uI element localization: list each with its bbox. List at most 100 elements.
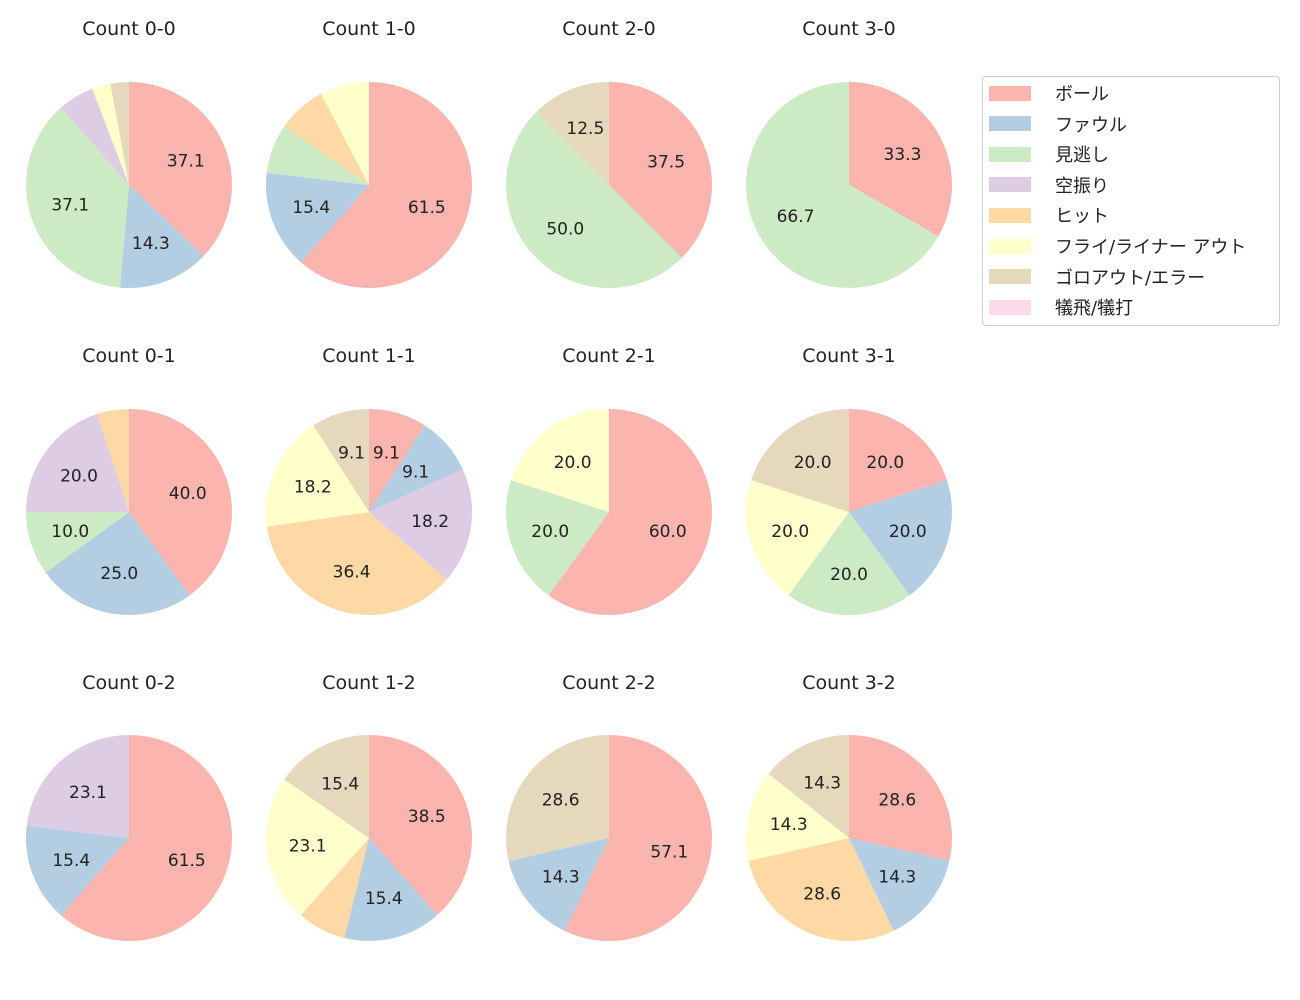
slice-label: 10.0 bbox=[51, 522, 89, 542]
slice-1 bbox=[25, 825, 129, 916]
slice-1 bbox=[119, 185, 204, 289]
slice-label: 14.3 bbox=[878, 868, 916, 888]
legend-item: 空振り bbox=[989, 173, 1109, 197]
slice-6 bbox=[313, 409, 369, 512]
slice-4 bbox=[748, 838, 894, 941]
slice-label: 37.5 bbox=[647, 152, 685, 172]
pie-title: Count 3-2 bbox=[802, 672, 896, 694]
pie-title: Count 1-0 bbox=[322, 18, 416, 40]
slice-0 bbox=[564, 735, 712, 942]
slice-label: 14.3 bbox=[803, 773, 841, 793]
slice-label: 28.6 bbox=[803, 885, 841, 905]
slice-4 bbox=[97, 409, 129, 512]
slice-label: 38.5 bbox=[408, 807, 446, 827]
legend-item: ボール bbox=[989, 81, 1109, 105]
pie-title: Count 1-1 bbox=[322, 345, 416, 367]
slice-0 bbox=[609, 82, 712, 258]
slice-2 bbox=[788, 512, 910, 615]
slice-6 bbox=[505, 735, 609, 862]
pie-title: Count 3-1 bbox=[802, 345, 896, 367]
slice-label: 61.5 bbox=[408, 198, 446, 218]
slice-label: 20.0 bbox=[771, 522, 809, 542]
pie-count-0-2: Count 0-2 61.5 15.4 23.1 bbox=[25, 672, 233, 941]
slice-label: 66.7 bbox=[777, 207, 815, 227]
slice-4 bbox=[300, 838, 369, 939]
pie-title: Count 0-0 bbox=[82, 18, 176, 40]
pie-count-1-1: Count 1-19.19.118.236.418.29.1 bbox=[266, 345, 473, 616]
slice-3 bbox=[26, 414, 129, 512]
slice-5 bbox=[321, 82, 369, 185]
slice-5 bbox=[511, 409, 609, 512]
slice-1 bbox=[508, 838, 609, 931]
slice-label: 20.0 bbox=[531, 522, 569, 542]
slice-label: 20.0 bbox=[889, 522, 927, 542]
legend-label: 空振り bbox=[1055, 175, 1109, 197]
slice-label: 15.4 bbox=[321, 774, 359, 794]
pie-title: Count 3-0 bbox=[802, 18, 896, 40]
legend-label: ボール bbox=[1055, 84, 1109, 105]
slice-6 bbox=[284, 735, 369, 838]
legend-label: 見逃し bbox=[1055, 145, 1109, 167]
legend-item: ヒット bbox=[989, 203, 1109, 227]
slice-label: 14.3 bbox=[770, 815, 808, 835]
legend-swatch bbox=[989, 85, 1031, 101]
slice-label: 37.1 bbox=[167, 152, 205, 172]
slice-1 bbox=[45, 512, 190, 615]
pie-title: Count 0-2 bbox=[82, 672, 176, 694]
legend-item: ゴロアウト/エラー bbox=[989, 265, 1205, 289]
pie-count-3-2: Count 3-2 28.6 14.3 28.6 14.3 14.3 bbox=[746, 672, 952, 941]
slice-0 bbox=[369, 735, 473, 916]
pie-title: Count 2-1 bbox=[562, 345, 656, 367]
slice-label: 20.0 bbox=[830, 565, 868, 585]
pie-count-3-0: Count 3-0 33.3 66.7 bbox=[745, 18, 953, 288]
slice-1 bbox=[369, 425, 463, 512]
slice-label: 60.0 bbox=[649, 522, 687, 542]
slice-label: 61.5 bbox=[168, 851, 206, 871]
slice-5 bbox=[266, 425, 369, 527]
slice-2 bbox=[745, 82, 939, 288]
slice-0 bbox=[60, 735, 233, 941]
slice-label: 33.3 bbox=[884, 145, 922, 165]
legend-item: 犠飛/犠打 bbox=[989, 295, 1133, 319]
slice-5 bbox=[266, 779, 369, 916]
legend-swatch bbox=[989, 116, 1031, 132]
slice-label: 20.0 bbox=[866, 453, 904, 473]
pie-count-0-0: Count 0-0 37.1 14.3 37.1 bbox=[25, 18, 232, 289]
slice-label: 15.4 bbox=[292, 198, 330, 218]
slice-1 bbox=[265, 172, 369, 263]
legend-label: フライ/ライナー アウト bbox=[1055, 237, 1247, 258]
slice-6 bbox=[768, 735, 849, 838]
slice-label: 14.3 bbox=[542, 868, 580, 888]
slice-label: 50.0 bbox=[546, 220, 584, 240]
legend-swatch bbox=[989, 299, 1031, 315]
slice-2 bbox=[25, 107, 130, 288]
slice-label: 9.1 bbox=[373, 444, 400, 464]
slice-5 bbox=[746, 773, 849, 861]
legend-swatch bbox=[989, 269, 1031, 285]
slice-4 bbox=[284, 93, 369, 185]
slice-0 bbox=[300, 82, 472, 288]
pie-title: Count 0-1 bbox=[82, 345, 176, 367]
slice-2 bbox=[506, 112, 682, 288]
slice-1 bbox=[344, 838, 438, 941]
slice-3 bbox=[60, 88, 130, 185]
slice-label: 15.4 bbox=[52, 851, 90, 871]
legend-item: 見逃し bbox=[989, 142, 1109, 166]
pie-count-0-1: Count 0-1 40.0 25.0 10.0 20.0 bbox=[26, 345, 232, 615]
slice-label: 28.6 bbox=[878, 790, 916, 810]
slice-label: 9.1 bbox=[402, 463, 429, 483]
slice-label: 14.3 bbox=[132, 234, 170, 254]
legend-label: ファウル bbox=[1055, 114, 1127, 136]
slice-0 bbox=[849, 735, 952, 861]
slice-label: 23.1 bbox=[289, 836, 327, 856]
legend-item: ファウル bbox=[989, 112, 1127, 136]
legend: ボールファウル見逃し空振りヒットフライ/ライナー アウトゴロアウト/エラー 犠飛/… bbox=[982, 76, 1280, 326]
slice-0 bbox=[548, 409, 713, 616]
slice-1 bbox=[849, 480, 952, 596]
slice-2 bbox=[26, 512, 129, 573]
slice-label: 12.5 bbox=[566, 119, 604, 139]
pie-title: Count 1-2 bbox=[322, 672, 416, 694]
pie-count-2-0: Count 2-0 37.5 50.0 12.5 bbox=[506, 18, 712, 288]
slice-5 bbox=[92, 83, 129, 185]
